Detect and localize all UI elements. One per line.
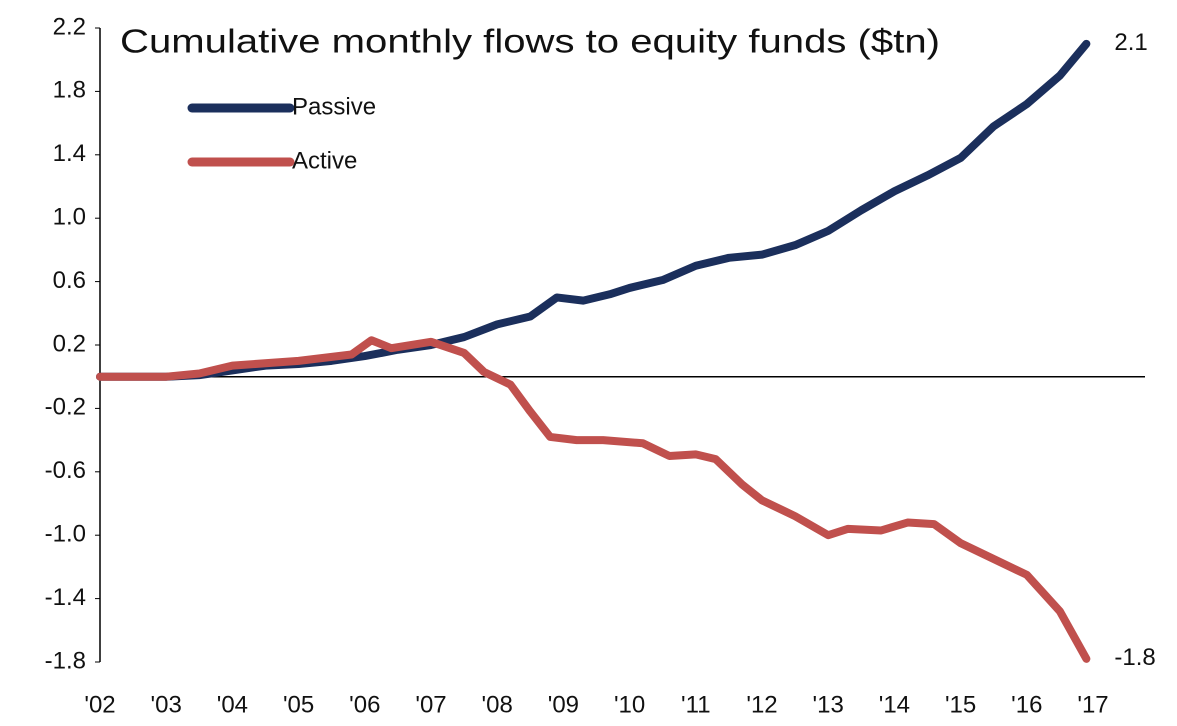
x-tick-label: '04 [217,691,248,718]
series-line [96,336,1091,663]
legend-label: Active [292,147,357,174]
y-tick-label: -1.0 [45,521,86,548]
end-label: 2.1 [1114,29,1147,56]
x-tick-label: '09 [548,691,579,718]
y-tick-label: -0.2 [45,394,86,421]
y-tick-label: 1.4 [53,140,86,167]
end-label: -1.8 [1114,644,1155,671]
y-tick-label: -1.4 [45,584,86,611]
x-tick-label: '16 [1011,691,1042,718]
series-line [96,39,1091,381]
y-tick-label: 1.0 [53,204,86,231]
y-tick-label: 0.6 [53,267,86,294]
chart-title: Cumulative monthly flows to equity funds… [120,23,940,60]
x-tick-label: '11 [681,691,711,718]
x-tick-label: '13 [813,691,844,718]
y-tick-label: 1.8 [53,77,86,104]
y-tick-label: -1.8 [45,647,86,674]
legend-label: Passive [292,93,376,120]
x-tick-label: '03 [151,691,182,718]
x-tick-label: '12 [746,691,777,718]
x-tick-label: '05 [283,691,314,718]
x-tick-label: '02 [84,691,115,718]
x-tick-label: '06 [349,691,380,718]
x-tick-label: '14 [879,691,910,718]
x-tick-label: '15 [945,691,976,718]
x-tick-label: '07 [415,691,446,718]
y-tick-label: -0.6 [45,457,86,484]
x-tick-label: '10 [614,691,645,718]
x-tick-label: '08 [482,691,513,718]
y-tick-label: 0.2 [53,330,86,357]
x-tick-label: '17 [1077,691,1108,718]
y-tick-label: 2.2 [53,13,86,40]
